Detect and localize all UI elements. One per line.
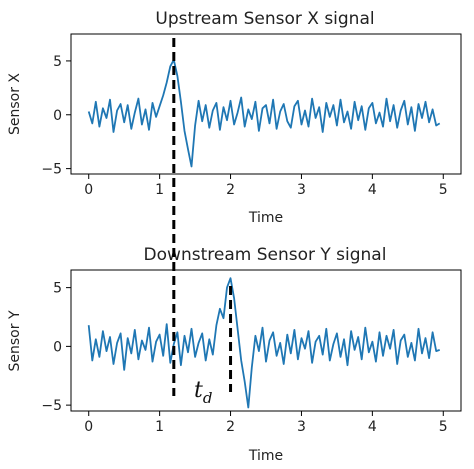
- delay-annotation: td: [172, 38, 233, 407]
- delay-label-subscript: d: [203, 389, 213, 407]
- y-axis-label: Sensor X: [7, 73, 23, 135]
- upstream-panel: Upstream Sensor X signal 0 1 2 3 4 5 −5 0 5 Time…: [7, 9, 462, 226]
- tick-group: 0 1 2 3 4 5 −5 0 5: [41, 54, 447, 198]
- x-tick-label: 0: [84, 419, 93, 435]
- y-tick-label: 5: [53, 281, 62, 297]
- chart-title: Downstream Sensor Y signal: [144, 245, 387, 265]
- x-tick-label: 3: [297, 182, 306, 198]
- x-tick-label: 2: [226, 419, 235, 435]
- x-axis-label: Time: [248, 448, 283, 464]
- x-tick-label: 2: [226, 182, 235, 198]
- tick-group: 0 1 2 3 4 5 −5 0 5: [41, 281, 447, 435]
- downstream-panel: Downstream Sensor Y signal 0 1 2 3 4 5 −5 0 5 Ti…: [7, 245, 462, 464]
- x-tick-label: 4: [368, 419, 377, 435]
- delay-label-main: t: [194, 378, 203, 403]
- x-tick-label: 5: [439, 182, 448, 198]
- signal-line: [87, 58, 441, 168]
- y-tick-label: 5: [53, 54, 62, 70]
- y-tick-label: −5: [41, 162, 62, 178]
- x-axis-label: Time: [248, 210, 283, 226]
- y-tick-label: 0: [53, 339, 62, 355]
- chart-title: Upstream Sensor X signal: [155, 9, 374, 29]
- x-tick-label: 5: [439, 419, 448, 435]
- x-tick-label: 1: [155, 419, 164, 435]
- x-tick-label: 0: [84, 182, 93, 198]
- x-tick-label: 3: [297, 419, 306, 435]
- delay-label: td: [194, 378, 212, 407]
- plot-area-frame: [70, 33, 462, 175]
- plot-area-frame: [70, 269, 462, 412]
- x-tick-label: 1: [155, 182, 164, 198]
- y-tick-label: −5: [41, 398, 62, 414]
- signal-line: [87, 277, 440, 409]
- y-tick-label: 0: [53, 108, 62, 124]
- x-tick-label: 4: [368, 182, 377, 198]
- y-axis-label: Sensor Y: [7, 310, 23, 371]
